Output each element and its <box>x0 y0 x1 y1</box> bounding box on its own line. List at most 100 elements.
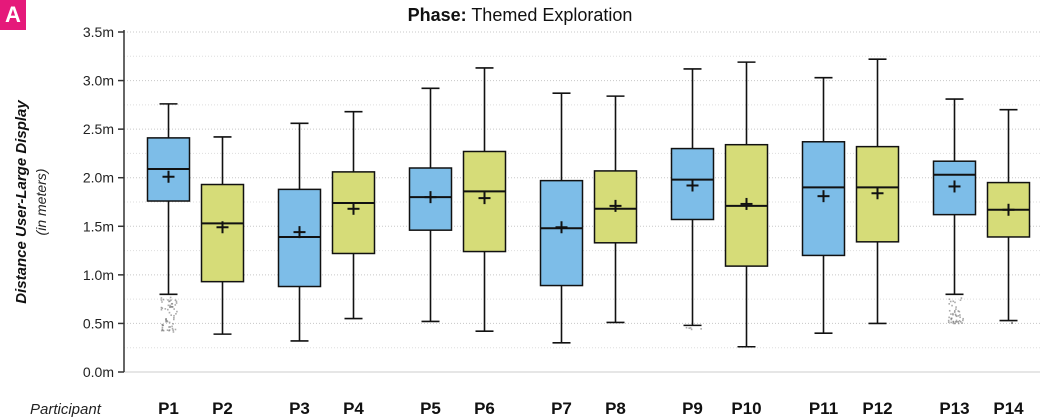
x-tick-label: P2 <box>212 399 233 418</box>
outlier-point <box>168 321 171 324</box>
x-tick-label: P9 <box>682 399 703 418</box>
outlier-point <box>957 322 960 325</box>
outlier-point <box>962 319 964 322</box>
box-p12 <box>855 58 900 325</box>
y-tick-label: 1.5m <box>83 218 114 234</box>
outlier-point <box>957 320 960 323</box>
y-tick-label: 0.5m <box>83 315 114 331</box>
outlier-point <box>160 329 163 332</box>
outlier-point <box>161 328 164 331</box>
outlier-points <box>160 296 178 333</box>
outlier-point <box>954 321 957 323</box>
y-tick-label: 3.5m <box>83 24 114 40</box>
outlier-point <box>162 324 165 326</box>
box-p1 <box>146 103 191 333</box>
outlier-point <box>168 306 171 308</box>
outlier-point <box>948 298 951 301</box>
box-p2 <box>200 136 245 335</box>
outlier-point <box>162 329 165 332</box>
outlier-point <box>688 327 690 329</box>
outlier-point <box>174 299 177 302</box>
outlier-point <box>160 297 163 299</box>
outlier-point <box>957 310 960 312</box>
outlier-point <box>948 309 951 312</box>
outlier-point <box>174 304 177 306</box>
box-p4 <box>331 110 376 320</box>
y-tick-label: 2.0m <box>83 170 114 186</box>
outlier-point <box>171 306 174 308</box>
outlier-point <box>955 306 957 308</box>
box-p3 <box>277 122 322 342</box>
x-tick-label: P4 <box>343 399 364 418</box>
outlier-point <box>174 328 177 331</box>
outlier-point <box>162 298 165 301</box>
outlier-point <box>171 325 173 328</box>
outlier-point <box>175 302 178 304</box>
outlier-point <box>172 331 175 333</box>
outlier-point <box>952 313 954 316</box>
outlier-point <box>951 317 953 320</box>
outlier-points <box>685 326 702 331</box>
box-p9 <box>670 68 715 331</box>
outlier-point <box>160 308 163 311</box>
outlier-point <box>160 306 163 309</box>
y-axis-title: Distance User-Large Display <box>13 100 30 304</box>
outlier-point <box>173 308 175 310</box>
outlier-point <box>168 329 171 331</box>
outlier-point <box>952 320 955 323</box>
outlier-point <box>951 304 953 307</box>
outlier-point <box>958 310 961 313</box>
box-p5 <box>408 87 453 323</box>
y-tick-label: 1.0m <box>83 267 114 283</box>
x-tick-label: P13 <box>939 399 969 418</box>
x-tick-label: P3 <box>289 399 310 418</box>
y-tick-label: 2.5m <box>83 121 114 137</box>
outlier-point <box>961 322 963 324</box>
outlier-point <box>172 329 174 332</box>
outlier-point <box>161 326 164 329</box>
x-tick-label: P5 <box>420 399 441 418</box>
panel-label: A <box>0 0 26 30</box>
y-axis: 0.0m 0.5m 1.0m 1.5m 2.0m 2.5m 3.0m 3.5m <box>83 24 125 380</box>
outlier-points <box>1011 321 1013 325</box>
outlier-point <box>169 304 171 307</box>
x-tick-label: P11 <box>809 399 838 418</box>
x-tick-label: P10 <box>731 399 761 418</box>
outlier-point <box>168 326 170 328</box>
outlier-point <box>169 300 171 302</box>
outlier-point <box>954 313 957 316</box>
outlier-point <box>175 312 177 315</box>
y-axis-unit: (in meters) <box>33 169 49 236</box>
x-tick-label: P6 <box>474 399 495 418</box>
title-text: Themed Exploration <box>471 5 632 25</box>
outlier-point <box>947 319 950 322</box>
x-tick-label: P1 <box>158 399 179 418</box>
outlier-point <box>948 303 951 305</box>
x-axis-title: Participant <box>30 401 102 418</box>
x-tick-label: P8 <box>605 399 626 418</box>
chart-title: Phase: Themed Exploration <box>408 5 633 25</box>
outlier-point <box>960 297 963 299</box>
outlier-point <box>168 300 170 303</box>
outlier-point <box>167 299 169 301</box>
outlier-point <box>685 326 688 329</box>
outlier-point <box>953 311 956 313</box>
outlier-point <box>962 317 964 320</box>
outlier-point <box>950 321 952 324</box>
outlier-point <box>160 299 163 301</box>
box-p6 <box>462 67 507 333</box>
outlier-point <box>166 329 169 331</box>
outlier-point <box>689 327 692 329</box>
outlier-point <box>164 308 167 310</box>
outlier-point <box>954 322 956 325</box>
y-tick-label: 3.0m <box>83 73 114 89</box>
outlier-point <box>952 300 955 303</box>
outlier-point <box>952 312 954 315</box>
outlier-point <box>167 304 170 307</box>
y-tick-label: 0.0m <box>83 364 114 380</box>
box-iqr <box>670 147 715 221</box>
outlier-point <box>170 299 172 301</box>
outlier-point <box>173 316 175 319</box>
outlier-point <box>959 314 961 316</box>
x-tick-label: P7 <box>551 399 572 418</box>
